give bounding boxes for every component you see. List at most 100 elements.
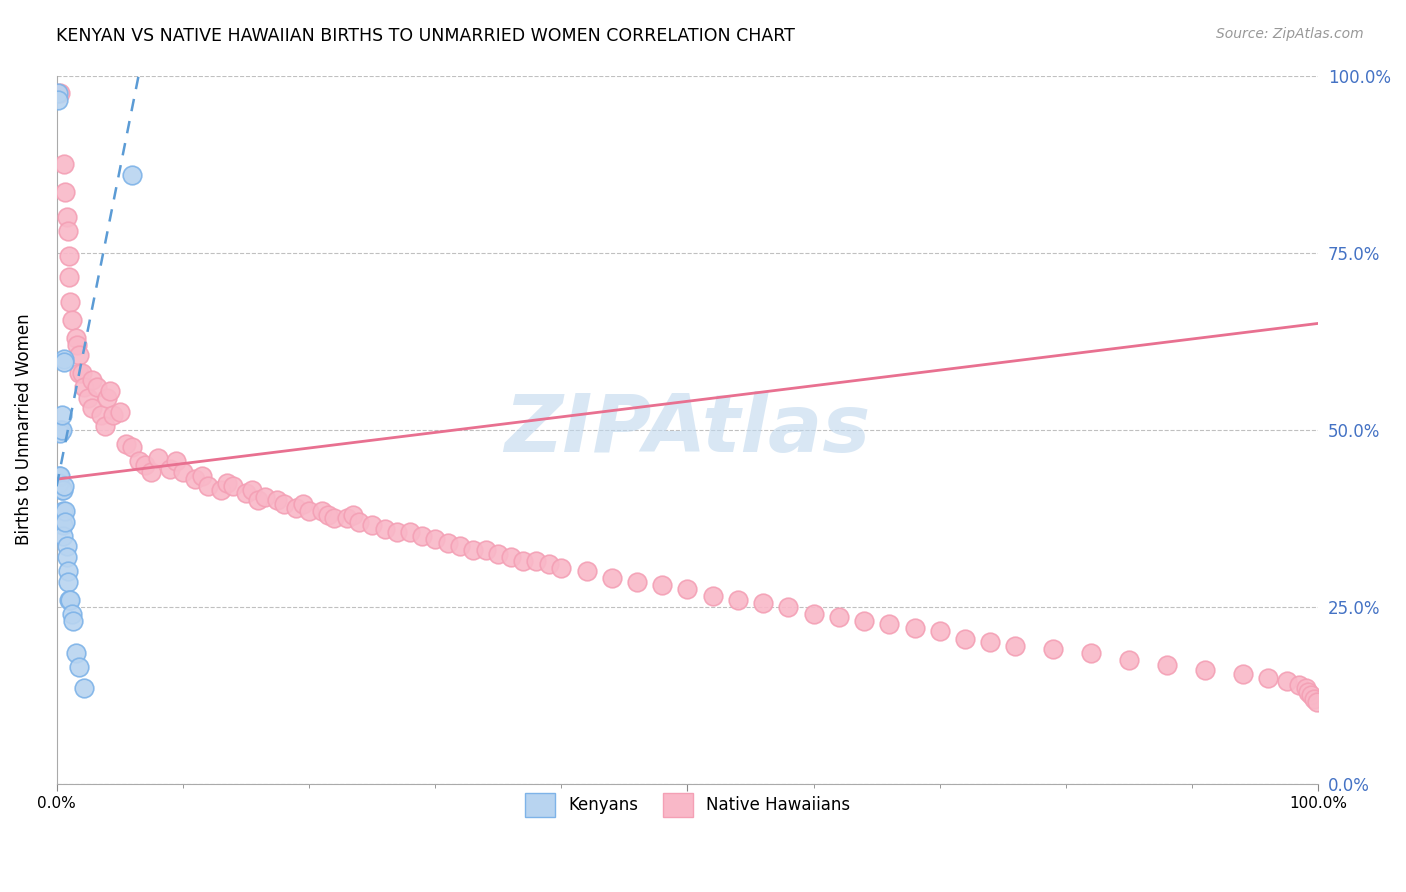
- Point: [58, 249, 80, 263]
- Point: [56, 564, 79, 578]
- Point: [600, 571, 623, 585]
- Point: [66, 337, 89, 351]
- Point: [53, 351, 76, 366]
- Point: [752, 596, 775, 610]
- Point: [70, 366, 93, 380]
- Point: [486, 547, 509, 561]
- Point: [190, 468, 212, 483]
- Point: [48, 475, 70, 490]
- Point: [121, 440, 143, 454]
- Point: [361, 518, 384, 533]
- Point: [512, 554, 534, 568]
- Point: [59, 295, 82, 310]
- Point: [55, 210, 77, 224]
- Point: [1257, 671, 1279, 685]
- Point: [53, 355, 76, 369]
- Point: [1296, 684, 1319, 698]
- Point: [59, 592, 82, 607]
- Point: [474, 543, 496, 558]
- Legend: Kenyans, Native Hawaiians: Kenyans, Native Hawaiians: [516, 785, 859, 825]
- Point: [108, 405, 131, 419]
- Point: [1303, 691, 1326, 706]
- Point: [60, 313, 83, 327]
- Point: [285, 500, 308, 515]
- Point: [49, 426, 72, 441]
- Point: [49, 468, 72, 483]
- Point: [55, 550, 77, 565]
- Point: [46, 87, 69, 101]
- Point: [77, 391, 100, 405]
- Point: [374, 522, 396, 536]
- Point: [52, 483, 75, 497]
- Point: [928, 624, 950, 639]
- Point: [90, 409, 112, 423]
- Point: [411, 529, 433, 543]
- Point: [146, 450, 169, 465]
- Text: KENYAN VS NATIVE HAWAIIAN BIRTHS TO UNMARRIED WOMEN CORRELATION CHART: KENYAN VS NATIVE HAWAIIAN BIRTHS TO UNMA…: [56, 27, 796, 45]
- Point: [1299, 688, 1322, 702]
- Point: [953, 632, 976, 646]
- Point: [1194, 664, 1216, 678]
- Point: [53, 479, 76, 493]
- Point: [336, 511, 359, 525]
- Point: [550, 560, 572, 574]
- Point: [291, 497, 314, 511]
- Point: [98, 384, 121, 398]
- Point: [1156, 657, 1178, 672]
- Point: [60, 607, 83, 621]
- Text: Source: ZipAtlas.com: Source: ZipAtlas.com: [1216, 27, 1364, 41]
- Point: [65, 646, 87, 660]
- Point: [676, 582, 699, 596]
- Point: [1232, 667, 1254, 681]
- Point: [52, 529, 75, 543]
- Point: [803, 607, 825, 621]
- Point: [51, 409, 73, 423]
- Point: [197, 479, 219, 493]
- Point: [702, 589, 724, 603]
- Point: [651, 578, 673, 592]
- Point: [311, 504, 333, 518]
- Point: [56, 224, 79, 238]
- Point: [67, 660, 90, 674]
- Point: [215, 475, 238, 490]
- Point: [52, 518, 75, 533]
- Point: [65, 330, 87, 344]
- Point: [1004, 639, 1026, 653]
- Point: [134, 458, 156, 472]
- Point: [879, 617, 901, 632]
- Point: [80, 401, 103, 416]
- Point: [55, 504, 77, 518]
- Point: [166, 454, 188, 468]
- Point: [141, 465, 163, 479]
- Point: [62, 614, 84, 628]
- Point: [240, 483, 263, 497]
- Point: [349, 515, 371, 529]
- Point: [184, 472, 207, 486]
- Point: [1295, 681, 1317, 695]
- Point: [316, 508, 339, 522]
- Point: [828, 610, 851, 624]
- Y-axis label: Births to Unmarried Women: Births to Unmarried Women: [15, 314, 32, 545]
- Point: [235, 486, 257, 500]
- Point: [172, 465, 194, 479]
- Point: [115, 437, 138, 451]
- Point: [67, 348, 90, 362]
- Point: [46, 93, 69, 107]
- Point: [51, 483, 73, 497]
- Point: [1288, 677, 1310, 691]
- Point: [48, 468, 70, 483]
- Point: [1118, 653, 1140, 667]
- Point: [1306, 695, 1329, 709]
- Point: [903, 621, 925, 635]
- Point: [121, 168, 143, 182]
- Point: [575, 564, 598, 578]
- Point: [727, 592, 749, 607]
- Point: [499, 550, 522, 565]
- Point: [1080, 646, 1102, 660]
- Point: [49, 87, 72, 101]
- Point: [53, 157, 76, 171]
- Point: [159, 461, 181, 475]
- Point: [58, 592, 80, 607]
- Point: [52, 504, 75, 518]
- Point: [979, 635, 1001, 649]
